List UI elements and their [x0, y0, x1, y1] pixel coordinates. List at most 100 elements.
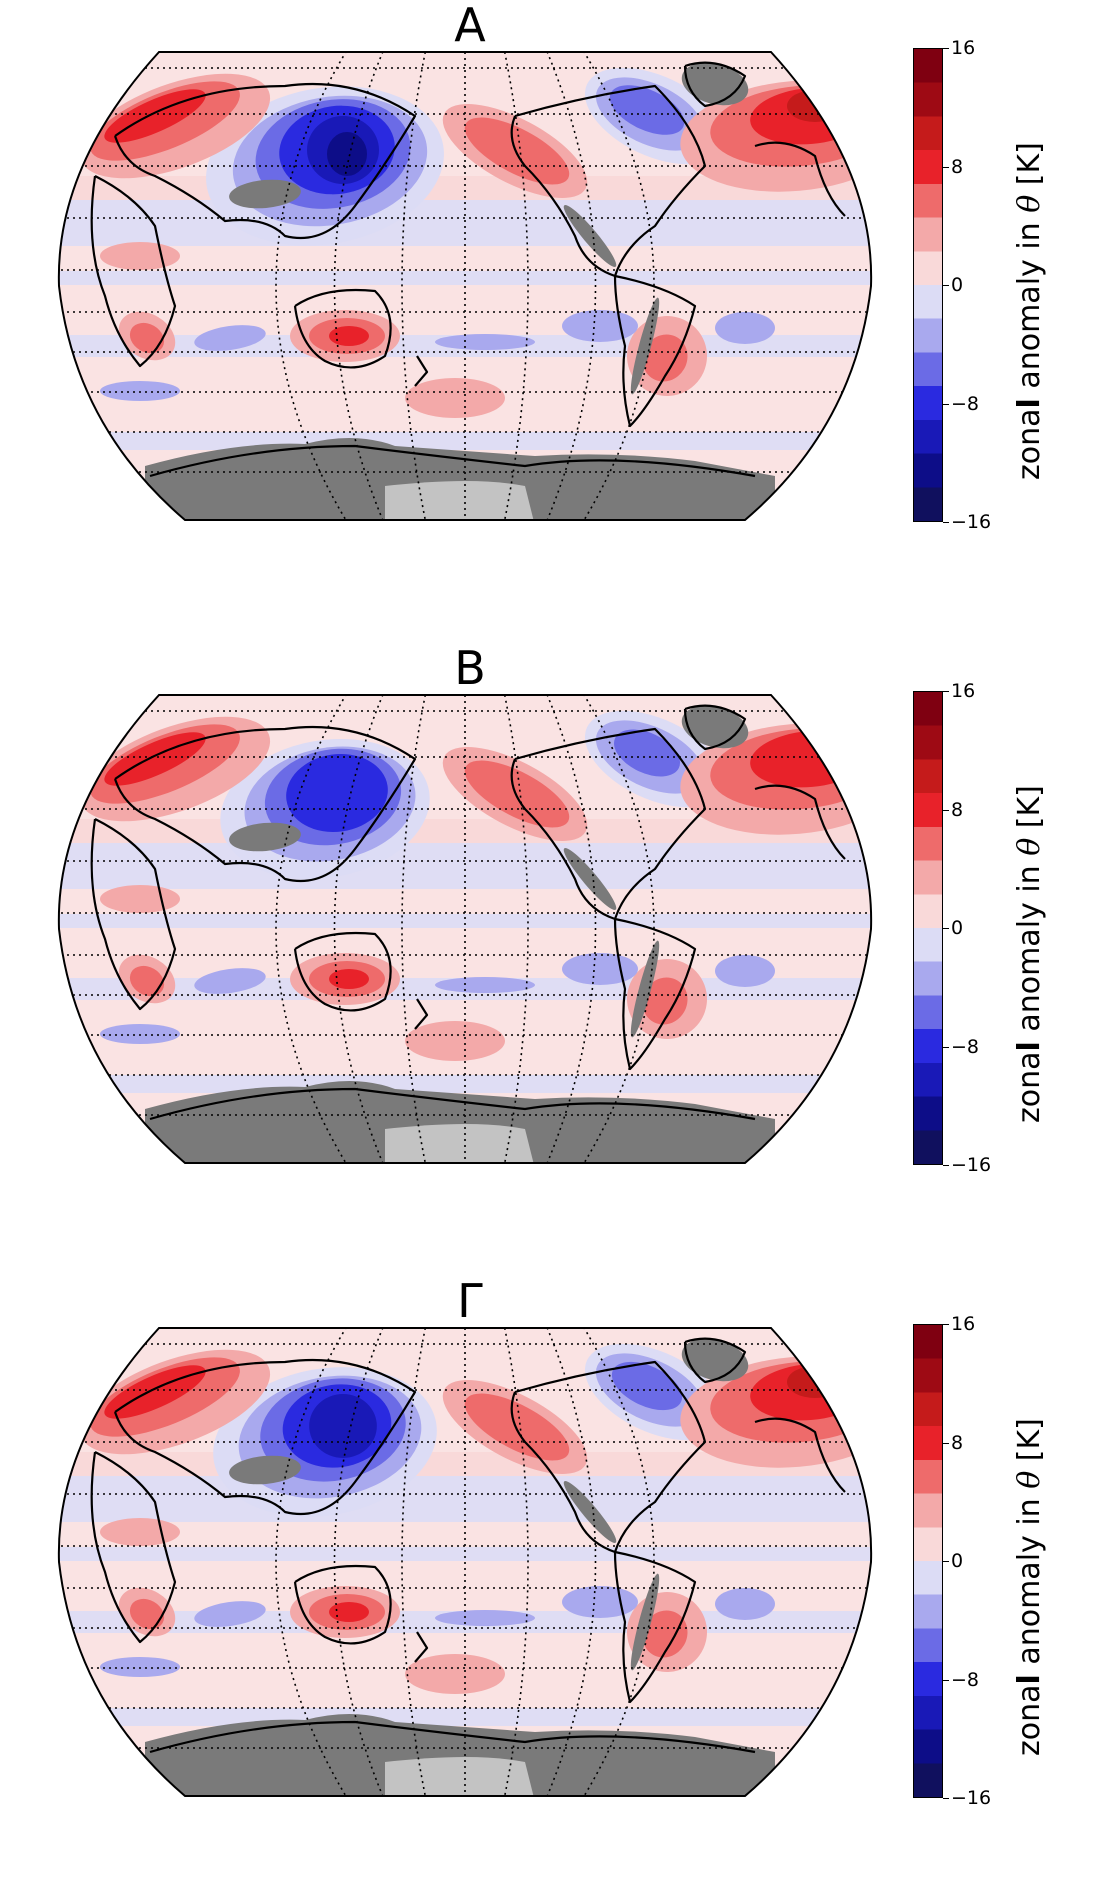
warm-anomaly-south-africa [129, 322, 165, 354]
coastlines [90, 1337, 846, 1754]
colorbar-tick-mark [943, 1046, 949, 1048]
coastline [683, 61, 747, 108]
meridian-line [401, 52, 428, 520]
cold-anomaly-south-indian [194, 1601, 266, 1627]
weak-cold-band [58, 914, 872, 928]
map-fill-layer [58, 52, 872, 520]
warm-anomaly-south-america [642, 977, 688, 1025]
cold-anomaly-asia [286, 754, 388, 832]
meridian-line [579, 695, 655, 1163]
colorbar-tick-mark [943, 1798, 949, 1799]
meridian-line [401, 1328, 428, 1796]
andes-mask [630, 297, 660, 395]
colorbar-tick-label: 0 [951, 274, 964, 296]
meridian-line [275, 695, 351, 1163]
colorbar-tick-mark [943, 403, 949, 405]
colorbar-tick-mark [943, 928, 949, 929]
colorbar-tick-label: −8 [951, 1035, 980, 1058]
map-fill-layer [58, 1328, 872, 1796]
warm-anomaly-south-africa [129, 965, 165, 997]
meridian-line [579, 52, 655, 520]
colorbar-tick-mark [943, 1442, 949, 1444]
graticule [58, 695, 872, 1163]
coastline [613, 917, 697, 1071]
colorbar-label: zonal anomaly in θ [K] [1012, 142, 1047, 480]
colorbar-label-symbol: θ [1012, 194, 1047, 213]
cold-anomaly-south-atlantic [715, 955, 775, 987]
colorbar-label-text: anomaly in [1012, 212, 1047, 399]
cold-anomaly-north-america [613, 729, 681, 777]
coastline [683, 704, 747, 751]
colorbar-tick-label: 16 [951, 37, 976, 59]
coastline [293, 1564, 392, 1645]
colorbar-tick-label: 16 [951, 1313, 976, 1335]
panel-title: B [454, 641, 486, 695]
coastline [754, 141, 846, 217]
cold-anomaly-asia [309, 1394, 377, 1458]
warm-anomaly-africa [100, 1518, 180, 1546]
ice-shelf [385, 1124, 535, 1163]
colorbar-tick-mark [943, 1324, 949, 1325]
colorbar-tick-mark [943, 1561, 949, 1562]
colorbar-tick-mark [943, 522, 949, 523]
warm-anomaly-north-pacific [464, 760, 570, 828]
warm-anomaly-australia [329, 326, 369, 346]
coastline [113, 1358, 417, 1516]
colorbar-tick-label: 0 [951, 1550, 964, 1572]
weak-cold-band [58, 1075, 872, 1093]
warm-anomaly-south-pacific [405, 1021, 505, 1061]
coastline [683, 1337, 747, 1384]
cold-anomaly-south-pacific [435, 977, 535, 993]
colorbar-tick-mark [943, 48, 949, 49]
warm-anomaly-north-pacific [464, 117, 570, 185]
colorbar-label-bold: l [1012, 1041, 1047, 1052]
cold-anomaly-southern-ocean [100, 1657, 180, 1677]
colorbar-label-text: zona [1012, 408, 1047, 481]
colorbar-tick-label: −8 [951, 392, 980, 415]
cold-anomaly-south-indian [194, 325, 266, 351]
graticule [58, 52, 872, 520]
meridian-line [333, 52, 386, 520]
colorbar-label: zonal anomaly in θ [K] [1012, 785, 1047, 1123]
colorbar-label-text: zona [1012, 1051, 1047, 1124]
weak-cold-band [58, 432, 872, 450]
coastline [90, 175, 177, 368]
cold-anomaly-south-pacific [562, 310, 638, 342]
meridian-line [275, 1328, 351, 1796]
warm-anomaly-north-pacific [464, 1393, 570, 1461]
cold-anomaly-southern-ocean [100, 1024, 180, 1044]
andes-mask [630, 1573, 660, 1671]
meridian-line [333, 1328, 386, 1796]
meridian-line [579, 1328, 655, 1796]
tibetan-plateau-mask [229, 1455, 301, 1485]
colorbar-label-unit: [K] [1012, 785, 1047, 838]
rocky-mountains-mask [563, 1481, 617, 1543]
coastline [293, 288, 392, 369]
colorbar-label-symbol: θ [1012, 1470, 1047, 1489]
coastline [414, 355, 429, 387]
meridian-line [544, 52, 597, 520]
warm-anomaly-south-africa [129, 1598, 165, 1630]
meridian-line [502, 1328, 529, 1796]
colorbar-tick-mark [943, 1165, 949, 1166]
meridian-line [401, 695, 428, 1163]
meridian-line [333, 695, 386, 1163]
panel-title: Γ [457, 1274, 483, 1328]
colorbar-tick-label: −16 [951, 1154, 992, 1176]
weak-cold-band [58, 1708, 872, 1726]
colorbar-tick-label: 8 [951, 155, 964, 178]
colorbar-tick-label: 16 [951, 680, 976, 702]
warm-anomaly-south-america [642, 334, 688, 382]
colorbar [913, 1324, 943, 1798]
coastline [149, 444, 756, 478]
tibetan-plateau-mask [229, 179, 301, 209]
colorbar-label-bold: l [1012, 1674, 1047, 1685]
coastlines [90, 61, 846, 478]
colorbar-label-bold: l [1012, 398, 1047, 409]
coastline [510, 84, 707, 278]
coastline [90, 818, 177, 1011]
colorbar-tick-label: 8 [951, 1431, 964, 1454]
map-boundary [57, 51, 873, 521]
colorbar [913, 691, 943, 1165]
colorbar-tick-mark [943, 691, 949, 692]
